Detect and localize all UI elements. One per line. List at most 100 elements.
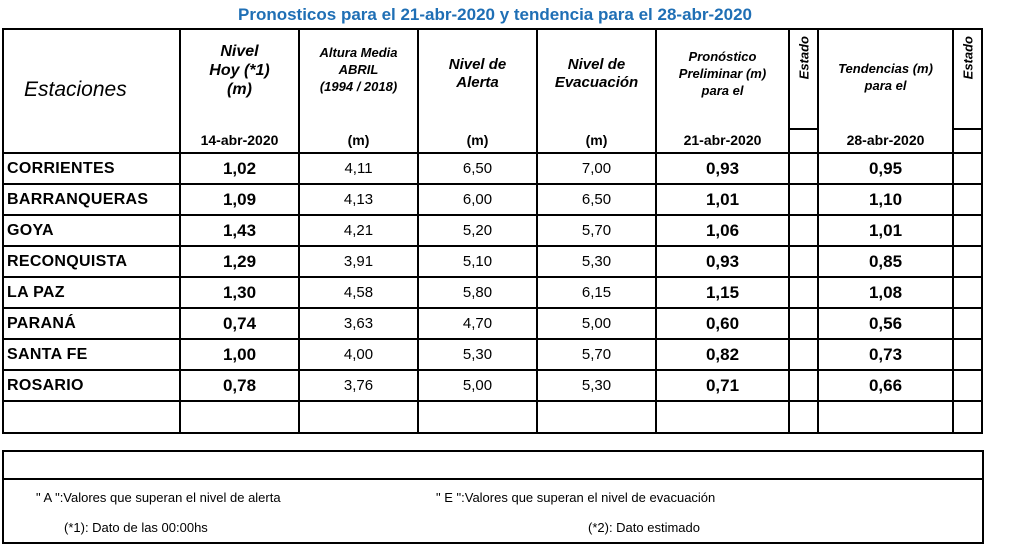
table-row: GOYA 1,43 4,21 5,20 5,70 1,06 1,01 [2, 214, 983, 247]
nivel-evac-value: 5,30 [536, 245, 657, 278]
tendencia-value: 0,73 [817, 338, 954, 371]
tendencia-value: 1,10 [817, 183, 954, 216]
table-header-row: Estaciones Nivel Hoy (*1) (m) 14-abr-202… [2, 28, 983, 154]
altura-unit: (m) [347, 132, 370, 148]
pronostico-value: 0,71 [655, 369, 790, 402]
station-name: GOYA [2, 214, 181, 247]
empty-cell [817, 400, 954, 434]
table-row: ROSARIO 0,78 3,76 5,00 5,30 0,71 0,66 [2, 369, 983, 402]
empty-cell [2, 400, 181, 434]
note-dato-estimado: (*2): Dato estimado [588, 520, 700, 535]
pronostico-value: 0,93 [655, 245, 790, 278]
nivel-hoy-date: 14-abr-2020 [200, 132, 279, 148]
altura-media-value: 4,58 [298, 276, 419, 309]
tendencia-value: 1,01 [817, 214, 954, 247]
pronostico-value: 0,82 [655, 338, 790, 371]
altura-media-value: 4,21 [298, 214, 419, 247]
estado-cell-2 [952, 152, 983, 185]
nivel-hoy-value: 1,09 [179, 183, 300, 216]
pronostico-value: 1,01 [655, 183, 790, 216]
empty-cell [788, 400, 819, 434]
estado-cell-2 [952, 214, 983, 247]
header-estado: Estado [788, 28, 819, 154]
nivel-hoy-value: 0,74 [179, 307, 300, 340]
note-dato-hora: (*1): Dato de las 00:00hs [64, 520, 208, 535]
altura-media-label: Altura Media ABRIL (1994 / 2018) [319, 45, 398, 94]
header-estado-2: Estado [952, 28, 983, 154]
altura-media-value: 3,76 [298, 369, 419, 402]
header-altura-media: Altura Media ABRIL (1994 / 2018) (m) [298, 28, 419, 154]
empty-cell [655, 400, 790, 434]
header-nivel-hoy: Nivel Hoy (*1) (m) 14-abr-2020 [179, 28, 300, 154]
estado-cell-2 [952, 369, 983, 402]
table-row: CORRIENTES 1,02 4,11 6,50 7,00 0,93 0,95 [2, 152, 983, 185]
table-row: PARANÁ 0,74 3,63 4,70 5,00 0,60 0,56 [2, 307, 983, 340]
nivel-hoy-value: 1,29 [179, 245, 300, 278]
estado-cell [788, 369, 819, 402]
nivel-alerta-value: 5,10 [417, 245, 538, 278]
blank-band [2, 450, 984, 480]
note-alerta: " A ":Valores que superan el nivel de al… [36, 490, 281, 505]
nivel-alerta-value: 5,30 [417, 338, 538, 371]
estado-cell [788, 214, 819, 247]
estado-cell-2 [952, 183, 983, 216]
nivel-hoy-value: 0,78 [179, 369, 300, 402]
table-row: BARRANQUERAS 1,09 4,13 6,00 6,50 1,01 1,… [2, 183, 983, 216]
estado-cell-2 [952, 245, 983, 278]
nivel-alerta-value: 5,20 [417, 214, 538, 247]
empty-cell [179, 400, 300, 434]
station-name: LA PAZ [2, 276, 181, 309]
nivel-hoy-value: 1,00 [179, 338, 300, 371]
nivel-evac-label: Nivel de Evacuación [554, 56, 639, 91]
pronostico-value: 0,93 [655, 152, 790, 185]
station-name: ROSARIO [2, 369, 181, 402]
empty-cell [536, 400, 657, 434]
nivel-alerta-value: 5,00 [417, 369, 538, 402]
tendencia-value: 0,85 [817, 245, 954, 278]
nivel-evac-value: 5,00 [536, 307, 657, 340]
altura-media-value: 4,00 [298, 338, 419, 371]
estado-cell-2 [952, 307, 983, 340]
header-nivel-evac: Nivel de Evacuación (m) [536, 28, 657, 154]
estaciones-label: Estaciones [24, 78, 127, 101]
nivel-evac-value: 6,50 [536, 183, 657, 216]
nivel-hoy-value: 1,30 [179, 276, 300, 309]
pronostico-date: 21-abr-2020 [683, 132, 762, 148]
estado-cell [788, 307, 819, 340]
page-title: Pronosticos para el 21-abr-2020 y tenden… [237, 5, 753, 24]
tendencias-date: 28-abr-2020 [846, 132, 925, 148]
estado-divider-2 [954, 128, 981, 152]
estado-label: Estado [796, 36, 811, 80]
nivel-alerta-label: Nivel de Alerta [448, 56, 507, 91]
nivel-evac-value: 5,30 [536, 369, 657, 402]
nivel-evac-value: 5,70 [536, 338, 657, 371]
nivel-hoy-value: 1,43 [179, 214, 300, 247]
notes-box: " A ":Valores que superan el nivel de al… [2, 478, 984, 544]
nivel-alerta-value: 4,70 [417, 307, 538, 340]
empty-cell [298, 400, 419, 434]
nivel-evac-value: 6,15 [536, 276, 657, 309]
note-evacuacion: " E ":Valores que superan el nivel de ev… [436, 490, 716, 505]
forecast-table: Estaciones Nivel Hoy (*1) (m) 14-abr-202… [2, 28, 983, 434]
estado-divider [790, 128, 817, 152]
altura-media-value: 4,13 [298, 183, 419, 216]
estado-cell [788, 245, 819, 278]
nivel-evac-value: 7,00 [536, 152, 657, 185]
alerta-unit: (m) [466, 132, 489, 148]
header-estaciones: Estaciones [2, 28, 181, 154]
tendencia-value: 0,56 [817, 307, 954, 340]
altura-media-value: 3,91 [298, 245, 419, 278]
nivel-alerta-value: 5,80 [417, 276, 538, 309]
estado-cell [788, 338, 819, 371]
station-name: BARRANQUERAS [2, 183, 181, 216]
header-tendencias: Tendencias (m) para el 28-abr-2020 [817, 28, 954, 154]
table-row: SANTA FE 1,00 4,00 5,30 5,70 0,82 0,73 [2, 338, 983, 371]
station-name: PARANÁ [2, 307, 181, 340]
estado-cell-2 [952, 338, 983, 371]
estado-cell-2 [952, 276, 983, 309]
nivel-alerta-value: 6,50 [417, 152, 538, 185]
tendencias-label: Tendencias (m) para el [838, 61, 933, 93]
tendencia-value: 1,08 [817, 276, 954, 309]
estado-cell [788, 183, 819, 216]
estado-label-2: Estado [960, 36, 975, 80]
